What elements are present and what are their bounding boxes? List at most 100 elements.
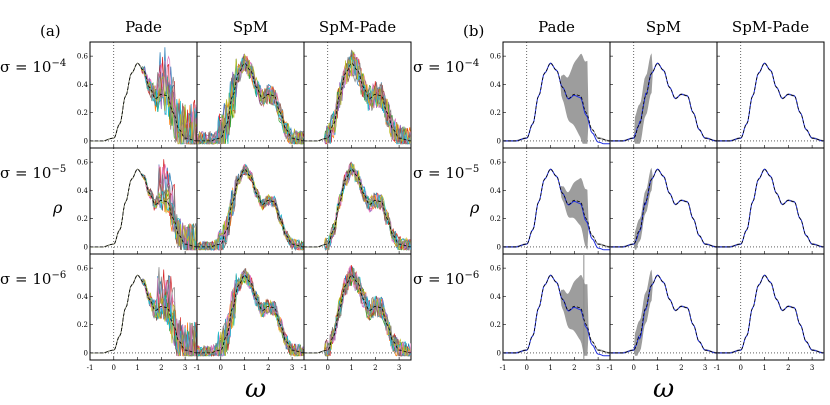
x-tick-label: 1: [242, 364, 246, 372]
plot-cell-a-3-3: [303, 253, 412, 361]
exact-spectrum-curve: [503, 168, 610, 248]
x-tick-label: 2: [786, 364, 790, 372]
x-tick-label: 2: [159, 364, 163, 372]
trial-curve: [197, 163, 304, 252]
cell-frame: [716, 253, 825, 361]
trial-curve: [197, 167, 304, 251]
x-tick-label: 0: [326, 364, 330, 372]
cell-data: [610, 269, 717, 356]
x-tick-label: 2: [572, 364, 576, 372]
x-tick-label: 3: [290, 364, 294, 372]
x-tick-label: 1: [655, 364, 659, 372]
y-tick-label: 0.6: [490, 159, 502, 167]
cell-data: [90, 47, 197, 146]
trial-curve: [197, 270, 304, 357]
y-tick-label: 0.6: [490, 53, 502, 61]
trial-curve: [90, 62, 197, 145]
cell-data: [197, 163, 304, 252]
trial-curve: [197, 57, 304, 146]
trial-curve: [304, 49, 411, 145]
trial-curve: [90, 168, 197, 251]
x-tick-label: 3: [703, 364, 707, 372]
x-tick-label: 3: [397, 364, 401, 372]
row-label-exponent: −5: [464, 164, 479, 175]
y-tick-label: 0: [84, 137, 88, 145]
plot-cell-b-1-2: [609, 41, 718, 149]
y-tick-label: 0.2: [77, 321, 88, 329]
panel-a: Pade SpM SpM-Pade 0 0.2 0.4 0.6 σ = 10−4 0 0.2 0.4…: [0, 18, 412, 372]
x-tick-label: 1: [349, 364, 353, 372]
cell-data: [304, 49, 411, 145]
y-tick-label: 0.4: [490, 293, 502, 301]
error-band: [610, 167, 717, 250]
mean-curve: [610, 274, 717, 354]
column-title-spm-pade: SpM-Pade: [732, 18, 809, 36]
error-band: [610, 269, 717, 356]
exact-spectrum-curve: [610, 168, 717, 248]
row-label-sigma: σ = 10−4: [0, 58, 66, 76]
mean-curve: [503, 168, 610, 251]
y-tick-label: 0.6: [77, 159, 89, 167]
error-band: [717, 274, 824, 354]
exact-spectrum-curve: [717, 274, 824, 354]
plot-cell-b-3-3: [716, 253, 825, 361]
plot-cell-a-1-3: [303, 41, 412, 149]
y-tick-label: 0.4: [490, 81, 502, 89]
x-tick-label: -1: [301, 364, 308, 372]
x-tick-label: -1: [500, 364, 507, 372]
y-tick-label: 0.2: [77, 215, 88, 223]
plot-cell-a-1-2: [196, 41, 305, 149]
mean-curve: [717, 168, 824, 248]
x-tick-label: 1: [548, 364, 552, 372]
x-tick-label: 0: [632, 364, 636, 372]
plot-cell-b-2-2: [609, 147, 718, 255]
row-label-exponent: −6: [464, 270, 479, 281]
trial-curve: [197, 163, 304, 251]
row-label-exponent: −5: [51, 164, 66, 175]
y-tick-label: 0.4: [77, 187, 89, 195]
row-label-sigma: σ = 10−6: [413, 270, 479, 288]
xlabel-omega-b: ω: [653, 374, 674, 404]
x-tick-label: 0: [739, 364, 743, 372]
error-band: [717, 168, 824, 248]
plot-cell-b-1-3: [716, 41, 825, 149]
column-title-spm: SpM: [233, 18, 268, 36]
cell-data: [610, 53, 717, 144]
plot-cell-b-2-1: [502, 147, 611, 255]
y-tick-label: 0.4: [77, 293, 89, 301]
y-tick-label: 0.6: [490, 265, 502, 273]
plot-cell-a-2-2: [196, 147, 305, 255]
plot-cell-a-2-1: [89, 147, 198, 255]
x-tick-label: 1: [762, 364, 766, 372]
exact-spectrum-curve: [503, 62, 610, 142]
plot-cell-a-2-3: [303, 147, 412, 255]
cell-data: [503, 53, 610, 145]
column-title-spm-pade: SpM-Pade: [319, 18, 396, 36]
exact-spectrum-curve: [717, 62, 824, 142]
cell-data: [197, 53, 304, 146]
y-tick-label: 0.2: [490, 321, 501, 329]
trial-curve: [197, 58, 304, 145]
error-band: [503, 53, 610, 144]
x-tick-label: -1: [87, 364, 94, 372]
row-label-sigma: σ = 10−4: [413, 58, 479, 76]
plot-cell-a-3-2: [196, 253, 305, 361]
plot-cell-a-3-1: [89, 253, 198, 361]
cell-data: [717, 168, 824, 248]
cell-data: [304, 161, 411, 252]
y-tick-label: 0.4: [77, 81, 89, 89]
ylabel-rho: ρ: [52, 198, 63, 217]
x-tick-label: 0: [525, 364, 529, 372]
cell-data: [503, 254, 610, 360]
ylabel-rho-b: ρ: [469, 198, 480, 217]
x-tick-label: 3: [596, 364, 600, 372]
error-band: [503, 274, 610, 356]
x-tick-label: 2: [373, 364, 377, 372]
exact-spectrum-curve: [610, 62, 717, 142]
exact-spectrum-curve: [717, 168, 824, 248]
column-title-pade: Pade: [538, 18, 575, 36]
plot-cell-a-1-1: [89, 41, 198, 149]
cell-data: [197, 268, 304, 358]
y-tick-label: 0.2: [77, 109, 88, 117]
